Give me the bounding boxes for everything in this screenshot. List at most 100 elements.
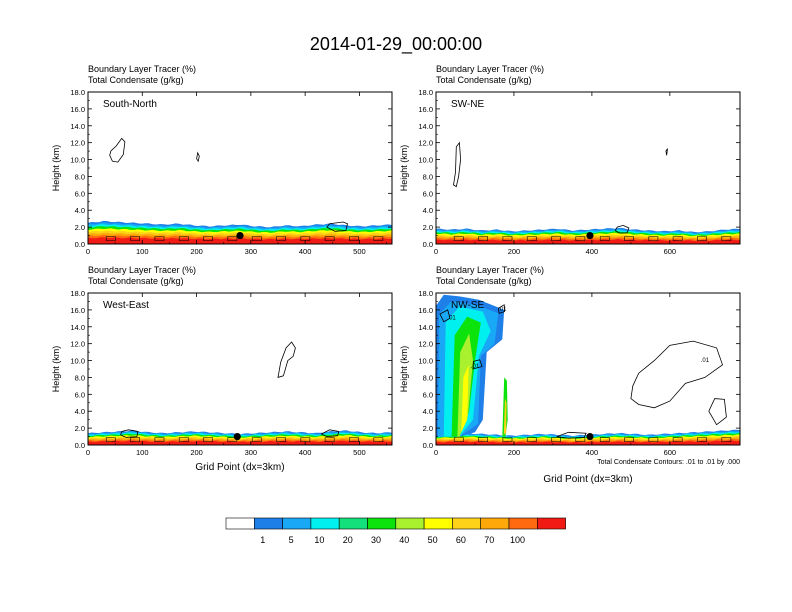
colorbar-label: 100 xyxy=(510,535,525,545)
panel-west-east: Boundary Layer Tracer (%) Total Condensa… xyxy=(51,265,393,473)
y-tick-label: 18.0 xyxy=(70,289,85,298)
condensate-contour xyxy=(120,429,139,438)
convective-plume xyxy=(503,398,507,435)
x-axis-label: Grid Point (dx=3km) xyxy=(543,474,632,485)
condensate-contour-low xyxy=(453,236,732,241)
plot-fill: .01 .01 .01 .01 xyxy=(436,294,740,445)
condensate-contour xyxy=(320,429,340,438)
colorbar-swatch xyxy=(423,517,453,530)
colorbar-swatch xyxy=(254,517,283,530)
colorbar-label: 1 xyxy=(260,535,265,545)
y-tick-label: 0.0 xyxy=(423,240,433,249)
x-tick-label: 600 xyxy=(664,448,677,457)
y-tick-label: 18.0 xyxy=(418,88,433,97)
location-marker xyxy=(236,231,244,240)
condensate-contour xyxy=(196,151,200,163)
y-tick-label: 12.0 xyxy=(418,139,433,148)
x-tick-label: 500 xyxy=(353,448,366,457)
x-tick-label: 200 xyxy=(508,247,521,256)
x-tick-label: 400 xyxy=(586,247,599,256)
condensate-contour xyxy=(277,341,296,378)
figure-title: 2014-01-29_00:00:00 xyxy=(310,34,482,55)
colorbar-swatch xyxy=(536,517,566,530)
panel-label-line1: Boundary Layer Tracer (%) xyxy=(436,265,544,275)
panel-orientation-label: NW-SE xyxy=(451,300,484,311)
plot-area: 0.0 2.0 4.0 6.0 8.0 10.0 12.0 14.0 16.0 18.0 0 200 4… xyxy=(418,88,741,256)
condensate-contour xyxy=(472,359,483,370)
panel-label-line1: Boundary Layer Tracer (%) xyxy=(88,64,196,74)
y-axis-label: Height (km) xyxy=(399,346,409,393)
convective-plume xyxy=(461,364,469,433)
y-tick-label: 12.0 xyxy=(70,139,85,148)
y-tick-label: 6.0 xyxy=(75,390,85,399)
contour-label: .01 xyxy=(498,307,507,313)
y-tick-label: 2.0 xyxy=(423,223,433,232)
y-tick-label: 0.0 xyxy=(75,240,85,249)
x-tick-label: 200 xyxy=(190,448,203,457)
panel-south-north: Boundary Layer Tracer (%) Total Condensa… xyxy=(51,64,393,256)
panel-orientation-label: West-East xyxy=(103,300,149,311)
y-tick-label: 4.0 xyxy=(423,407,433,416)
y-tick-label: 4.0 xyxy=(423,206,433,215)
y-tick-label: 2.0 xyxy=(423,424,433,433)
condensate-contour-low xyxy=(453,437,732,442)
colorbar-label: 40 xyxy=(399,535,409,545)
panel-orientation-label: South-North xyxy=(103,99,157,110)
condensate-contour xyxy=(556,431,587,439)
x-tick-label: 400 xyxy=(299,448,312,457)
colorbar-label: 30 xyxy=(371,535,381,545)
y-tick-label: 14.0 xyxy=(70,323,85,332)
y-axis-label: Height (km) xyxy=(399,145,409,192)
x-tick-label: 400 xyxy=(299,247,312,256)
y-tick-label: 16.0 xyxy=(418,306,433,315)
y-axis-label: Height (km) xyxy=(51,346,61,393)
colorbar-swatch xyxy=(508,517,538,530)
tracer-layer xyxy=(88,237,392,244)
y-tick-label: 4.0 xyxy=(75,206,85,215)
x-tick-label: 300 xyxy=(245,448,258,457)
x-tick-label: 400 xyxy=(586,448,599,457)
contour-note: Total Condensate Contours: .01 to .01 by… xyxy=(597,459,740,466)
condensate-contour xyxy=(326,221,348,232)
panel-orientation-label: SW-NE xyxy=(451,99,484,110)
colorbar-swatch xyxy=(310,517,340,530)
condensate-contour xyxy=(497,304,506,314)
panel-label-line2: Total Condensate (g/kg) xyxy=(436,75,532,85)
y-tick-label: 8.0 xyxy=(423,373,433,382)
colorbar-swatch xyxy=(338,517,368,530)
x-tick-label: 0 xyxy=(434,448,438,457)
colorbar: 1 5 10 20 30 40 50 60 70 100 xyxy=(225,517,566,545)
condensate-contour xyxy=(665,148,668,156)
y-tick-label: 10.0 xyxy=(70,357,85,366)
x-tick-label: 100 xyxy=(136,247,149,256)
plot-frame xyxy=(87,91,393,245)
x-tick-label: 0 xyxy=(434,247,438,256)
panel-sw-ne: Boundary Layer Tracer (%) Total Condensa… xyxy=(399,64,741,256)
y-tick-label: 8.0 xyxy=(423,172,433,181)
panel-label-line1: Boundary Layer Tracer (%) xyxy=(436,64,544,74)
plot-fill xyxy=(88,341,392,445)
y-tick-label: 16.0 xyxy=(418,105,433,114)
colorbar-label: 70 xyxy=(484,535,494,545)
location-marker xyxy=(586,231,594,240)
y-tick-label: 12.0 xyxy=(70,340,85,349)
panel-nw-se: Boundary Layer Tracer (%) Total Condensa… xyxy=(399,265,741,485)
colorbar-label: 5 xyxy=(289,535,294,545)
colorbar-swatch xyxy=(282,517,312,530)
panel-label-line2: Total Condensate (g/kg) xyxy=(88,276,184,286)
colorbar-swatch xyxy=(367,517,397,530)
condensate-contour xyxy=(614,224,630,234)
x-tick-label: 300 xyxy=(245,247,258,256)
condensate-contour xyxy=(453,141,462,188)
colorbar-swatch xyxy=(452,517,481,530)
y-tick-label: 14.0 xyxy=(418,122,433,131)
condensate-contour xyxy=(109,137,126,163)
location-marker xyxy=(233,432,241,441)
plot-frame xyxy=(87,292,393,446)
y-tick-label: 10.0 xyxy=(418,357,433,366)
y-tick-label: 16.0 xyxy=(70,105,85,114)
y-tick-label: 6.0 xyxy=(423,390,433,399)
plot-frame xyxy=(435,91,741,245)
plot-fill xyxy=(88,137,392,244)
